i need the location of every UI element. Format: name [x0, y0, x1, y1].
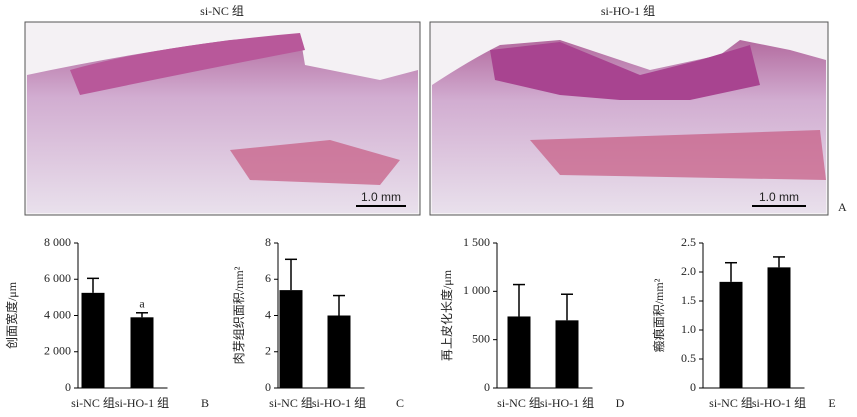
y-tick-label: 4: [265, 307, 271, 321]
y-tick-label: 1.5: [681, 293, 696, 307]
panel-letter: E: [828, 396, 835, 410]
bar: [279, 290, 303, 388]
y-tick-label: 500: [472, 331, 490, 345]
y-tick-label: 1 000: [463, 283, 490, 297]
y-tick-label: 0: [484, 380, 490, 394]
y-tick-label: 2.0: [681, 264, 696, 278]
image-title: si-HO-1 组: [601, 4, 655, 18]
y-axis-label: 创面宽度/μm: [4, 281, 19, 349]
y-tick-label: 6 000: [44, 271, 71, 285]
y-tick-label: 2.5: [681, 235, 696, 249]
x-tick-label: si-NC 组: [269, 396, 313, 410]
panel-letter: B: [201, 396, 209, 410]
bar: [81, 292, 105, 388]
bar: [555, 320, 579, 388]
panel-letter: A: [838, 200, 847, 214]
y-tick-label: 2: [265, 344, 271, 358]
y-tick-label: 0: [65, 380, 71, 394]
y-axis-label: 瘢痕面积/mm²: [651, 278, 666, 352]
y-tick-label: 8: [265, 235, 271, 249]
x-tick-label: si-NC 组: [709, 396, 753, 410]
bar: [767, 267, 791, 388]
significance-label: a: [139, 297, 145, 311]
x-tick-label: si-HO-1 组: [312, 396, 366, 410]
bar: [719, 281, 743, 388]
panel-letter: C: [396, 396, 404, 410]
y-tick-label: 0.5: [681, 351, 696, 365]
x-tick-label: si-NC 组: [71, 396, 115, 410]
y-tick-label: 6: [265, 271, 271, 285]
x-tick-label: si-HO-1 组: [752, 396, 806, 410]
x-tick-label: si-HO-1 组: [540, 396, 594, 410]
y-tick-label: 0: [265, 380, 271, 394]
y-axis-label: 肉芽组织面积/mm²: [232, 266, 246, 364]
y-tick-label: 0: [690, 380, 696, 394]
y-tick-label: 2 000: [44, 344, 71, 358]
histology-image: 1.0 mm si-HO-1 组: [429, 4, 829, 216]
bar: [327, 315, 351, 388]
panel-letter: D: [616, 396, 625, 410]
bar: [130, 317, 154, 388]
scale-label: 1.0 mm: [361, 190, 401, 204]
y-tick-label: 8 000: [44, 235, 71, 249]
histology-image: 1.0 mm si-NC 组: [24, 4, 421, 216]
image-title: si-NC 组: [200, 4, 244, 18]
x-tick-label: si-HO-1 组: [115, 396, 169, 410]
x-tick-label: si-NC 组: [497, 396, 541, 410]
scale-label: 1.0 mm: [759, 190, 799, 204]
bar: [507, 316, 531, 388]
y-tick-label: 1 500: [463, 235, 490, 249]
y-tick-label: 4 000: [44, 307, 71, 321]
y-tick-label: 1.0: [681, 322, 696, 336]
y-axis-label: 再上皮化长度/μm: [439, 269, 454, 361]
